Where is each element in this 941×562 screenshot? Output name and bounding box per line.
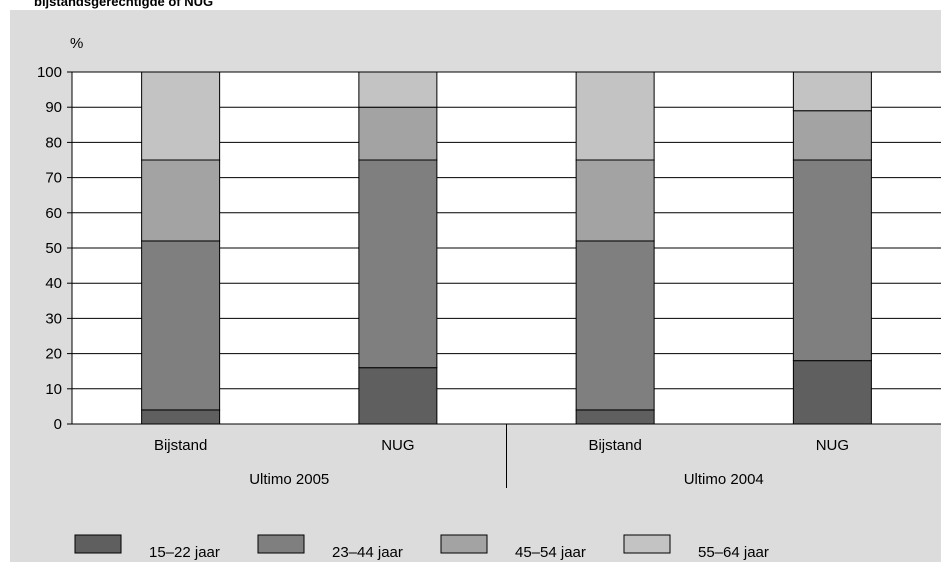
bar-segment (358, 71, 438, 108)
bar-segment (575, 159, 655, 242)
y-tick-label: 20 (45, 346, 62, 363)
x-tick-label: Bijstand (154, 437, 207, 454)
bar-segment (792, 360, 872, 425)
y-tick-label: 50 (45, 240, 62, 257)
legend-swatch (74, 534, 122, 554)
x-tick-label: NUG (381, 437, 414, 454)
bar-segment (792, 110, 872, 161)
legend-swatch (257, 534, 305, 554)
y-tick-label: 80 (45, 134, 62, 151)
y-tick-label: 30 (45, 310, 62, 327)
group-label: Ultimo 2005 (249, 471, 329, 488)
y-tick-label: 100 (37, 64, 62, 81)
bar-segment (575, 409, 655, 425)
y-tick-label: 0 (54, 416, 62, 433)
bar-segment (358, 367, 438, 425)
x-tick-label: Bijstand (588, 437, 641, 454)
y-tick-label: 90 (45, 99, 62, 116)
y-axis-label: % (70, 35, 83, 52)
chart-title: bijstandsgerechtigde of NUG (34, 0, 214, 9)
group-label: Ultimo 2004 (684, 471, 764, 488)
bar-segment (358, 159, 438, 369)
bar-segment (792, 71, 872, 112)
y-tick-label: 70 (45, 170, 62, 187)
bar-segment (575, 240, 655, 411)
legend-label: 15–22 jaar (149, 544, 220, 561)
y-tick-label: 40 (45, 275, 62, 292)
legend-label: 55–64 jaar (698, 544, 769, 561)
legend: 15–22 jaar 23–44 jaar 45–54 jaar 55–64 jaar (74, 534, 769, 561)
bar-segment (141, 409, 221, 425)
legend-swatch (440, 534, 488, 554)
bar-segment (141, 159, 221, 242)
bar-segment (792, 159, 872, 362)
y-tick-label: 10 (45, 381, 62, 398)
legend-label: 45–54 jaar (515, 544, 586, 561)
bar-segment (575, 71, 655, 161)
y-tick-label: 60 (45, 205, 62, 222)
bar-segment (141, 71, 221, 161)
legend-swatch (623, 534, 671, 554)
x-tick-label: NUG (816, 437, 849, 454)
bar-segment (358, 106, 438, 161)
bar-segment (141, 240, 221, 411)
legend-label: 23–44 jaar (332, 544, 403, 561)
